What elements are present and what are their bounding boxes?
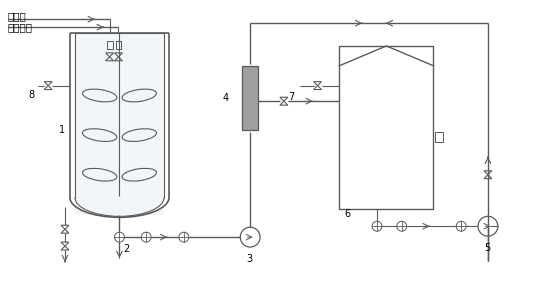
Bar [435, 132, 443, 142]
Bar [107, 41, 113, 49]
Text: 6: 6 [344, 209, 350, 219]
Bar [339, 46, 434, 209]
Text: 1: 1 [59, 125, 65, 135]
Circle shape [456, 221, 466, 231]
Text: 釜残液: 釜残液 [8, 11, 26, 21]
Bar [242, 66, 258, 130]
Polygon shape [75, 33, 164, 215]
Circle shape [372, 221, 382, 231]
Text: 3: 3 [246, 254, 252, 264]
Circle shape [141, 232, 151, 242]
Bar [115, 41, 121, 49]
Circle shape [397, 221, 407, 231]
Circle shape [115, 232, 125, 242]
Text: 去离子水: 去离子水 [8, 22, 33, 32]
Text: 7: 7 [288, 93, 294, 102]
Circle shape [179, 232, 189, 242]
Text: 2: 2 [123, 244, 129, 254]
Text: 8: 8 [28, 91, 34, 100]
Text: 4: 4 [222, 93, 228, 103]
Text: 5: 5 [484, 243, 490, 253]
